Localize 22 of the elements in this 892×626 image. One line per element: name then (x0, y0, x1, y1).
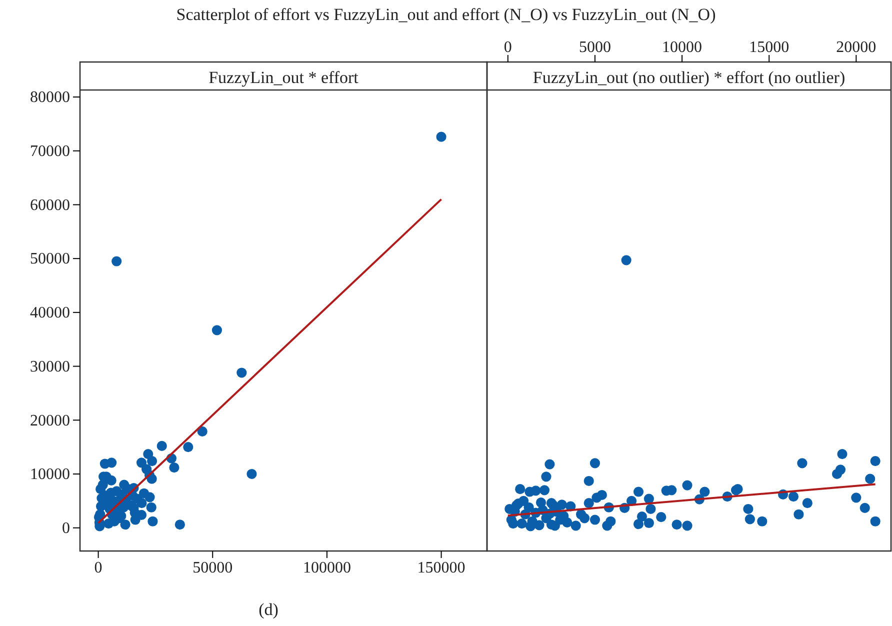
y-tick-label: 50000 (30, 250, 70, 268)
y-tick-label: 70000 (30, 142, 70, 160)
y-tick-label: 10000 (30, 466, 70, 484)
y-tick-label: 30000 (30, 358, 70, 376)
y-tick-label: 60000 (30, 196, 70, 214)
x-tick-label: 0 (504, 39, 512, 56)
x-tick-label: 10000 (662, 39, 702, 56)
y-tick-label: 80000 (30, 89, 70, 106)
x-tick-label: 150000 (417, 559, 466, 576)
y-tick-label: 0 (62, 520, 70, 537)
x-tick-label: 5000 (578, 39, 611, 56)
x-tick-label: 100000 (302, 559, 351, 576)
y-tick-label: 40000 (30, 304, 70, 322)
chart-title: FuzzyLin_out (no outlier) * effort (no outlier) (532, 68, 846, 87)
x-tick-label: 50000 (192, 559, 233, 576)
x-tick-label: 0 (94, 559, 102, 576)
chart-subtitle: FuzzyLin_out * effort (208, 68, 359, 87)
chart-title: Scatterplot of effort vs FuzzyLin_out and effort (N_O) vs FuzzyLin_out (N_O) (176, 5, 716, 24)
text: (d) (258, 600, 278, 619)
y-tick-label: 20000 (30, 412, 70, 430)
x-tick-label: 15000 (749, 39, 790, 56)
x-tick-label: 20000 (836, 39, 876, 56)
